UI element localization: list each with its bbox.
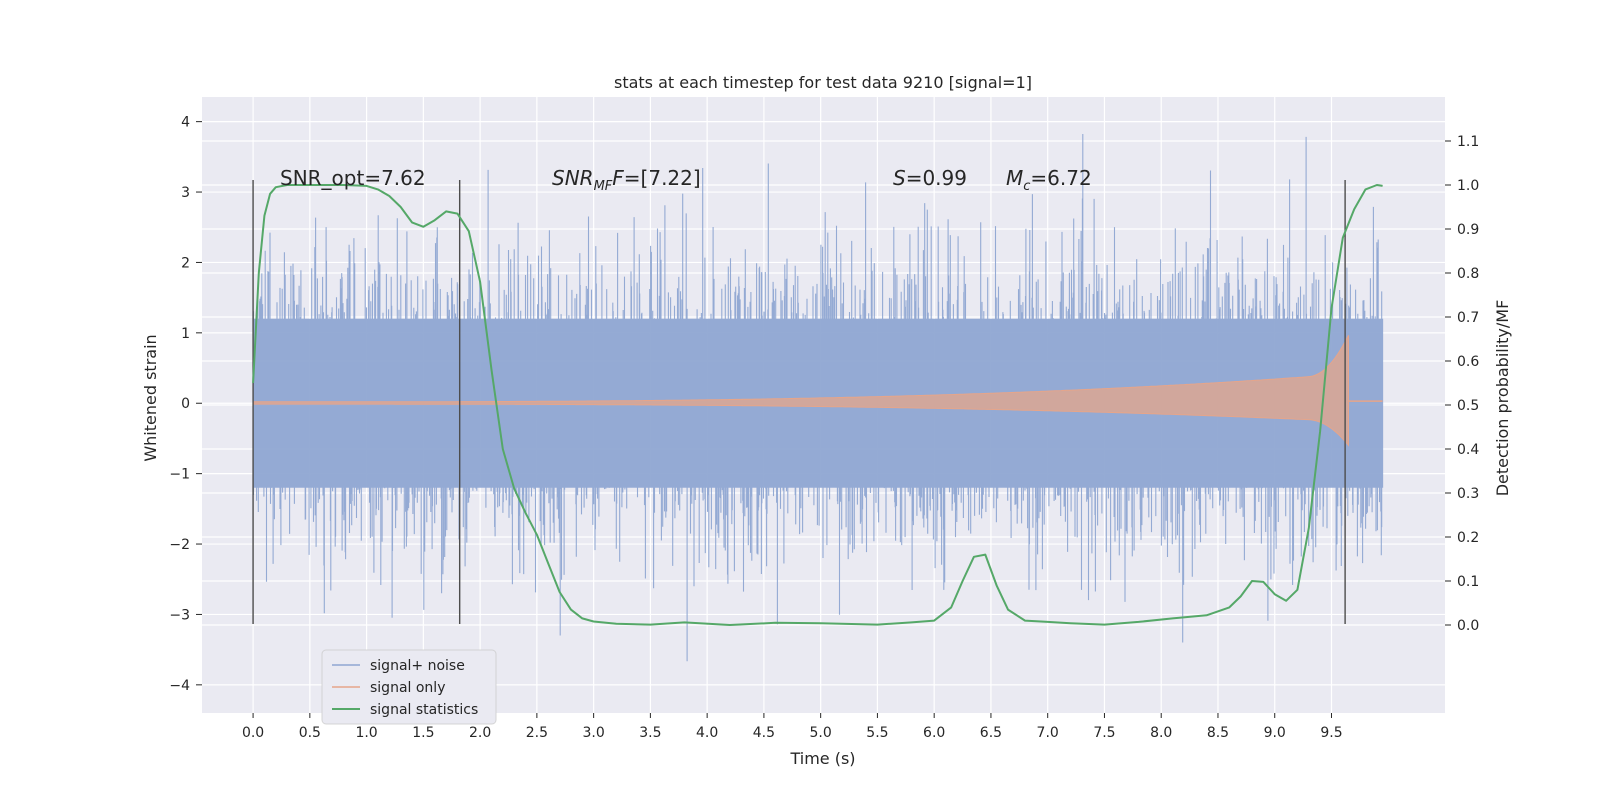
y-left-tick-label: 4 <box>181 115 190 131</box>
y-right-tick-label: 1.1 <box>1457 134 1479 150</box>
y-left-tick-label: −3 <box>169 607 190 623</box>
y-right-tick-label: 0.0 <box>1457 618 1479 634</box>
x-tick-label: 9.5 <box>1320 725 1342 741</box>
vertical-markers <box>252 180 1346 624</box>
y-right-tick-label: 0.3 <box>1457 486 1479 502</box>
x-axis-ticks: 0.0 0.5 1.0 1.5 2.0 2.5 3.0 3.5 4.0 4.5 5.0 5.5 6.0 6… <box>242 713 1343 741</box>
x-tick-label: 8.0 <box>1150 725 1172 741</box>
y-right-tick-label: 0.1 <box>1457 574 1479 590</box>
snr-mf-annotation: SNRMFF=[7.22] <box>552 166 701 194</box>
statistics-line <box>252 184 1383 626</box>
x-axis-label: Time (s) <box>789 749 855 768</box>
snr-opt-annotation: SNR_opt=7.62 <box>280 166 426 190</box>
snr-mf-subscript: MF <box>594 179 613 194</box>
mc-subscript: c <box>1023 179 1030 194</box>
mc-value: =6.72 <box>1030 166 1091 190</box>
x-tick-label: 1.0 <box>355 725 377 741</box>
y-left-tick-label: −4 <box>169 678 190 694</box>
x-tick-label: 8.5 <box>1207 725 1229 741</box>
signal-chirp <box>252 335 1349 447</box>
x-tick-label: 1.5 <box>412 725 434 741</box>
x-tick-label: 4.0 <box>696 725 718 741</box>
y-right-tick-label: 0.6 <box>1457 354 1479 370</box>
y-right-tick-label: 1.0 <box>1457 178 1479 194</box>
x-tick-label: 6.5 <box>980 725 1002 741</box>
y-left-tick-label: 1 <box>181 326 190 342</box>
x-tick-label: 2.0 <box>469 725 491 741</box>
y-right-axis-label: Detection probability/MF <box>1493 300 1512 497</box>
mc-annotation: Mc=6.72 <box>1006 166 1092 194</box>
series-signal-statistics <box>252 184 1383 626</box>
legend-box <box>321 649 497 725</box>
x-tick-label: 3.5 <box>639 725 661 741</box>
y-left-axis-label: Whitened strain <box>141 334 160 461</box>
x-tick-label: 5.0 <box>810 725 832 741</box>
x-tick-label: 3.0 <box>582 725 604 741</box>
x-tick-label: 5.5 <box>866 725 888 741</box>
y-right-tick-label: 0.2 <box>1457 530 1479 546</box>
legend-label-noise: signal+ noise <box>370 658 465 674</box>
x-tick-label: 9.0 <box>1264 725 1286 741</box>
chart-title: stats at each timestep for test data 921… <box>614 73 1032 92</box>
snr-mf-symbol: SNR <box>552 166 594 190</box>
series-signal-only <box>252 335 1383 447</box>
y-right-tick-label: 0.7 <box>1457 310 1479 326</box>
x-tick-label: 7.0 <box>1037 725 1059 741</box>
y-left-tick-label: 2 <box>181 255 190 271</box>
s-symbol: S <box>893 166 906 190</box>
x-tick-label: 0.5 <box>299 725 321 741</box>
snr-mf-value: =[7.22] <box>624 166 701 190</box>
y-right-tick-label: 0.5 <box>1457 398 1479 414</box>
legend: signal+ noise signal only signal statist… <box>321 649 497 725</box>
legend-label-statistics: signal statistics <box>370 702 478 718</box>
y-left-tick-label: 3 <box>181 185 190 201</box>
y-left-tick-label: 0 <box>181 396 190 412</box>
x-tick-label: 6.0 <box>923 725 945 741</box>
y-left-tick-label: −2 <box>169 537 190 553</box>
y-right-axis-ticks: 0.0 0.1 0.2 0.3 0.4 0.5 0.6 0.7 0.8 0.9 1.0 1.1 <box>1445 134 1479 634</box>
s-value: =0.99 <box>906 166 967 190</box>
y-left-axis-ticks: −4 −3 −2 −1 0 1 2 3 4 <box>169 115 202 694</box>
x-tick-label: 0.0 <box>242 725 264 741</box>
y-left-tick-label: −1 <box>169 467 190 483</box>
snr-mf-f: F <box>612 166 624 190</box>
y-right-tick-label: 0.9 <box>1457 222 1479 238</box>
x-tick-label: 2.5 <box>526 725 548 741</box>
mc-symbol: M <box>1006 166 1023 190</box>
x-tick-label: 7.5 <box>1093 725 1115 741</box>
y-right-tick-label: 0.4 <box>1457 442 1479 458</box>
s-annotation: S=0.99 <box>893 166 967 190</box>
legend-label-signal: signal only <box>370 680 445 696</box>
y-right-tick-label: 0.8 <box>1457 266 1479 282</box>
x-tick-label: 4.5 <box>753 725 775 741</box>
